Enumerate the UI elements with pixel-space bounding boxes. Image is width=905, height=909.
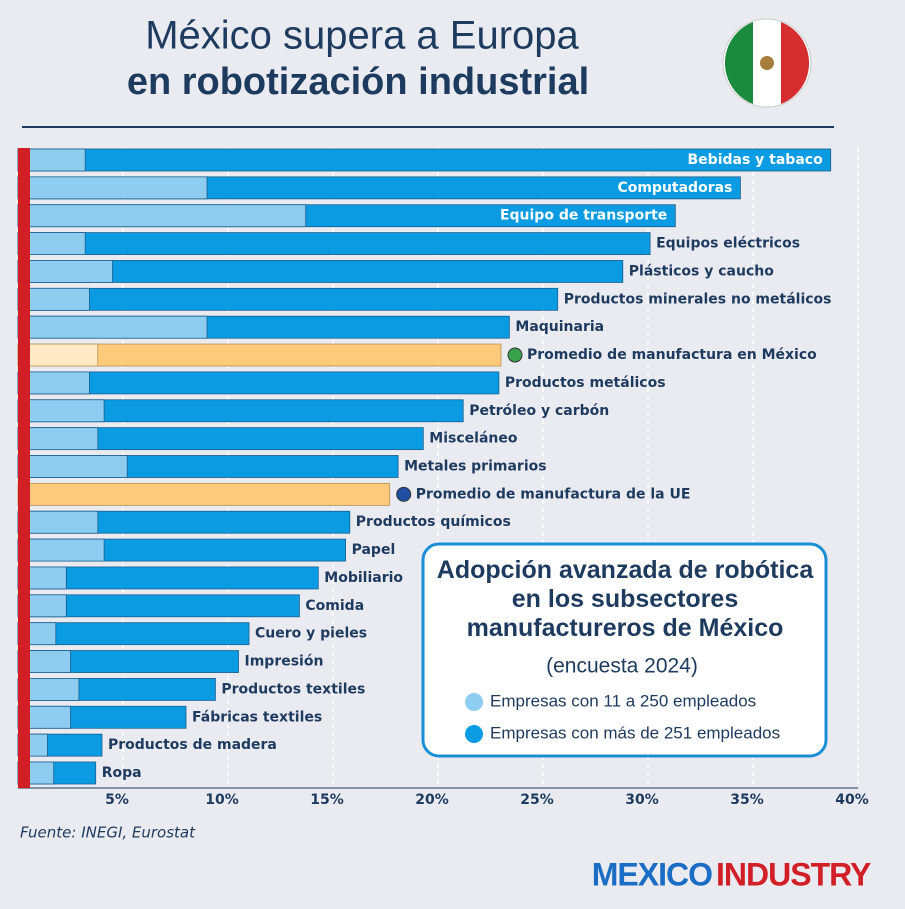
legend-label: Empresas con más de 251 empleados	[490, 723, 780, 742]
legend-swatch	[465, 693, 483, 711]
category-label: Equipo de transporte	[500, 208, 667, 224]
flag-icon	[507, 347, 523, 363]
bar	[17, 176, 208, 200]
category-label: Petróleo y carbón	[469, 403, 609, 419]
category-label: Maquinaria	[515, 319, 604, 335]
category-label: Comida	[305, 598, 364, 614]
bar	[17, 399, 105, 423]
bar	[17, 287, 559, 311]
category-label: Productos químicos	[356, 514, 511, 530]
category-label: Mobiliario	[324, 570, 403, 586]
bar	[17, 232, 651, 255]
brand-right: INDUSTRY	[716, 856, 871, 892]
x-tick-label: 5%	[105, 792, 129, 808]
category-label: Computadoras	[617, 180, 732, 196]
category-label: Plásticos y caucho	[629, 263, 774, 279]
x-tick-label: 40%	[835, 792, 869, 808]
category-label: Impresión	[245, 654, 324, 670]
x-tick-label: 20%	[415, 792, 449, 808]
category-label: Bebidas y tabaco	[688, 152, 824, 168]
category-label: Cuero y pieles	[255, 626, 367, 642]
axis-bar	[18, 148, 30, 788]
category-label: Promedio de manufactura en México	[527, 347, 817, 363]
legend-subtitle: (encuesta 2024)	[546, 655, 698, 678]
chart-title: México supera a Europa	[145, 14, 579, 58]
category-label: Productos de madera	[108, 737, 277, 753]
category-label: Productos metálicos	[505, 375, 666, 391]
category-label: Ropa	[102, 765, 142, 781]
category-label: Promedio de manufactura de la UE	[416, 486, 691, 502]
legend: Adopción avanzada de robótica en los sub…	[421, 542, 828, 758]
legend-title: Adopción avanzada de robótica en los sub…	[436, 556, 814, 642]
x-tick-label: 15%	[310, 792, 344, 808]
bar	[17, 204, 307, 228]
category-label: Metales primarios	[404, 459, 546, 475]
category-label: Misceláneo	[429, 431, 518, 447]
x-tick-label: 10%	[205, 792, 239, 808]
bar	[17, 371, 500, 395]
bar	[17, 538, 105, 562]
brand-left: MEXICO	[592, 856, 712, 892]
flag-icon	[396, 486, 412, 502]
x-tick-label: 30%	[625, 792, 659, 808]
bar	[17, 315, 208, 339]
flag	[722, 18, 812, 108]
legend-label: Empresas con 11 a 250 empleados	[490, 691, 756, 710]
bar	[17, 482, 391, 506]
legend-title-box: Adopción avanzada de robótica en los sub…	[436, 556, 814, 642]
x-tick-label: 25%	[520, 792, 554, 808]
x-tick-label: 35%	[730, 792, 764, 808]
bar	[17, 455, 128, 478]
category-label: Equipos eléctricos	[656, 236, 800, 252]
source: Fuente: INEGI, Eurostat	[20, 824, 196, 842]
category-label: Productos minerales no metálicos	[564, 291, 832, 307]
category-label: Productos textiles	[221, 681, 365, 697]
legend-box	[421, 542, 828, 758]
legend-swatch	[465, 725, 483, 743]
category-label: Fábricas textiles	[192, 709, 322, 725]
bar	[17, 260, 113, 283]
chart-subtitle: en robotización industrial	[127, 61, 589, 103]
category-label: Papel	[352, 542, 396, 558]
